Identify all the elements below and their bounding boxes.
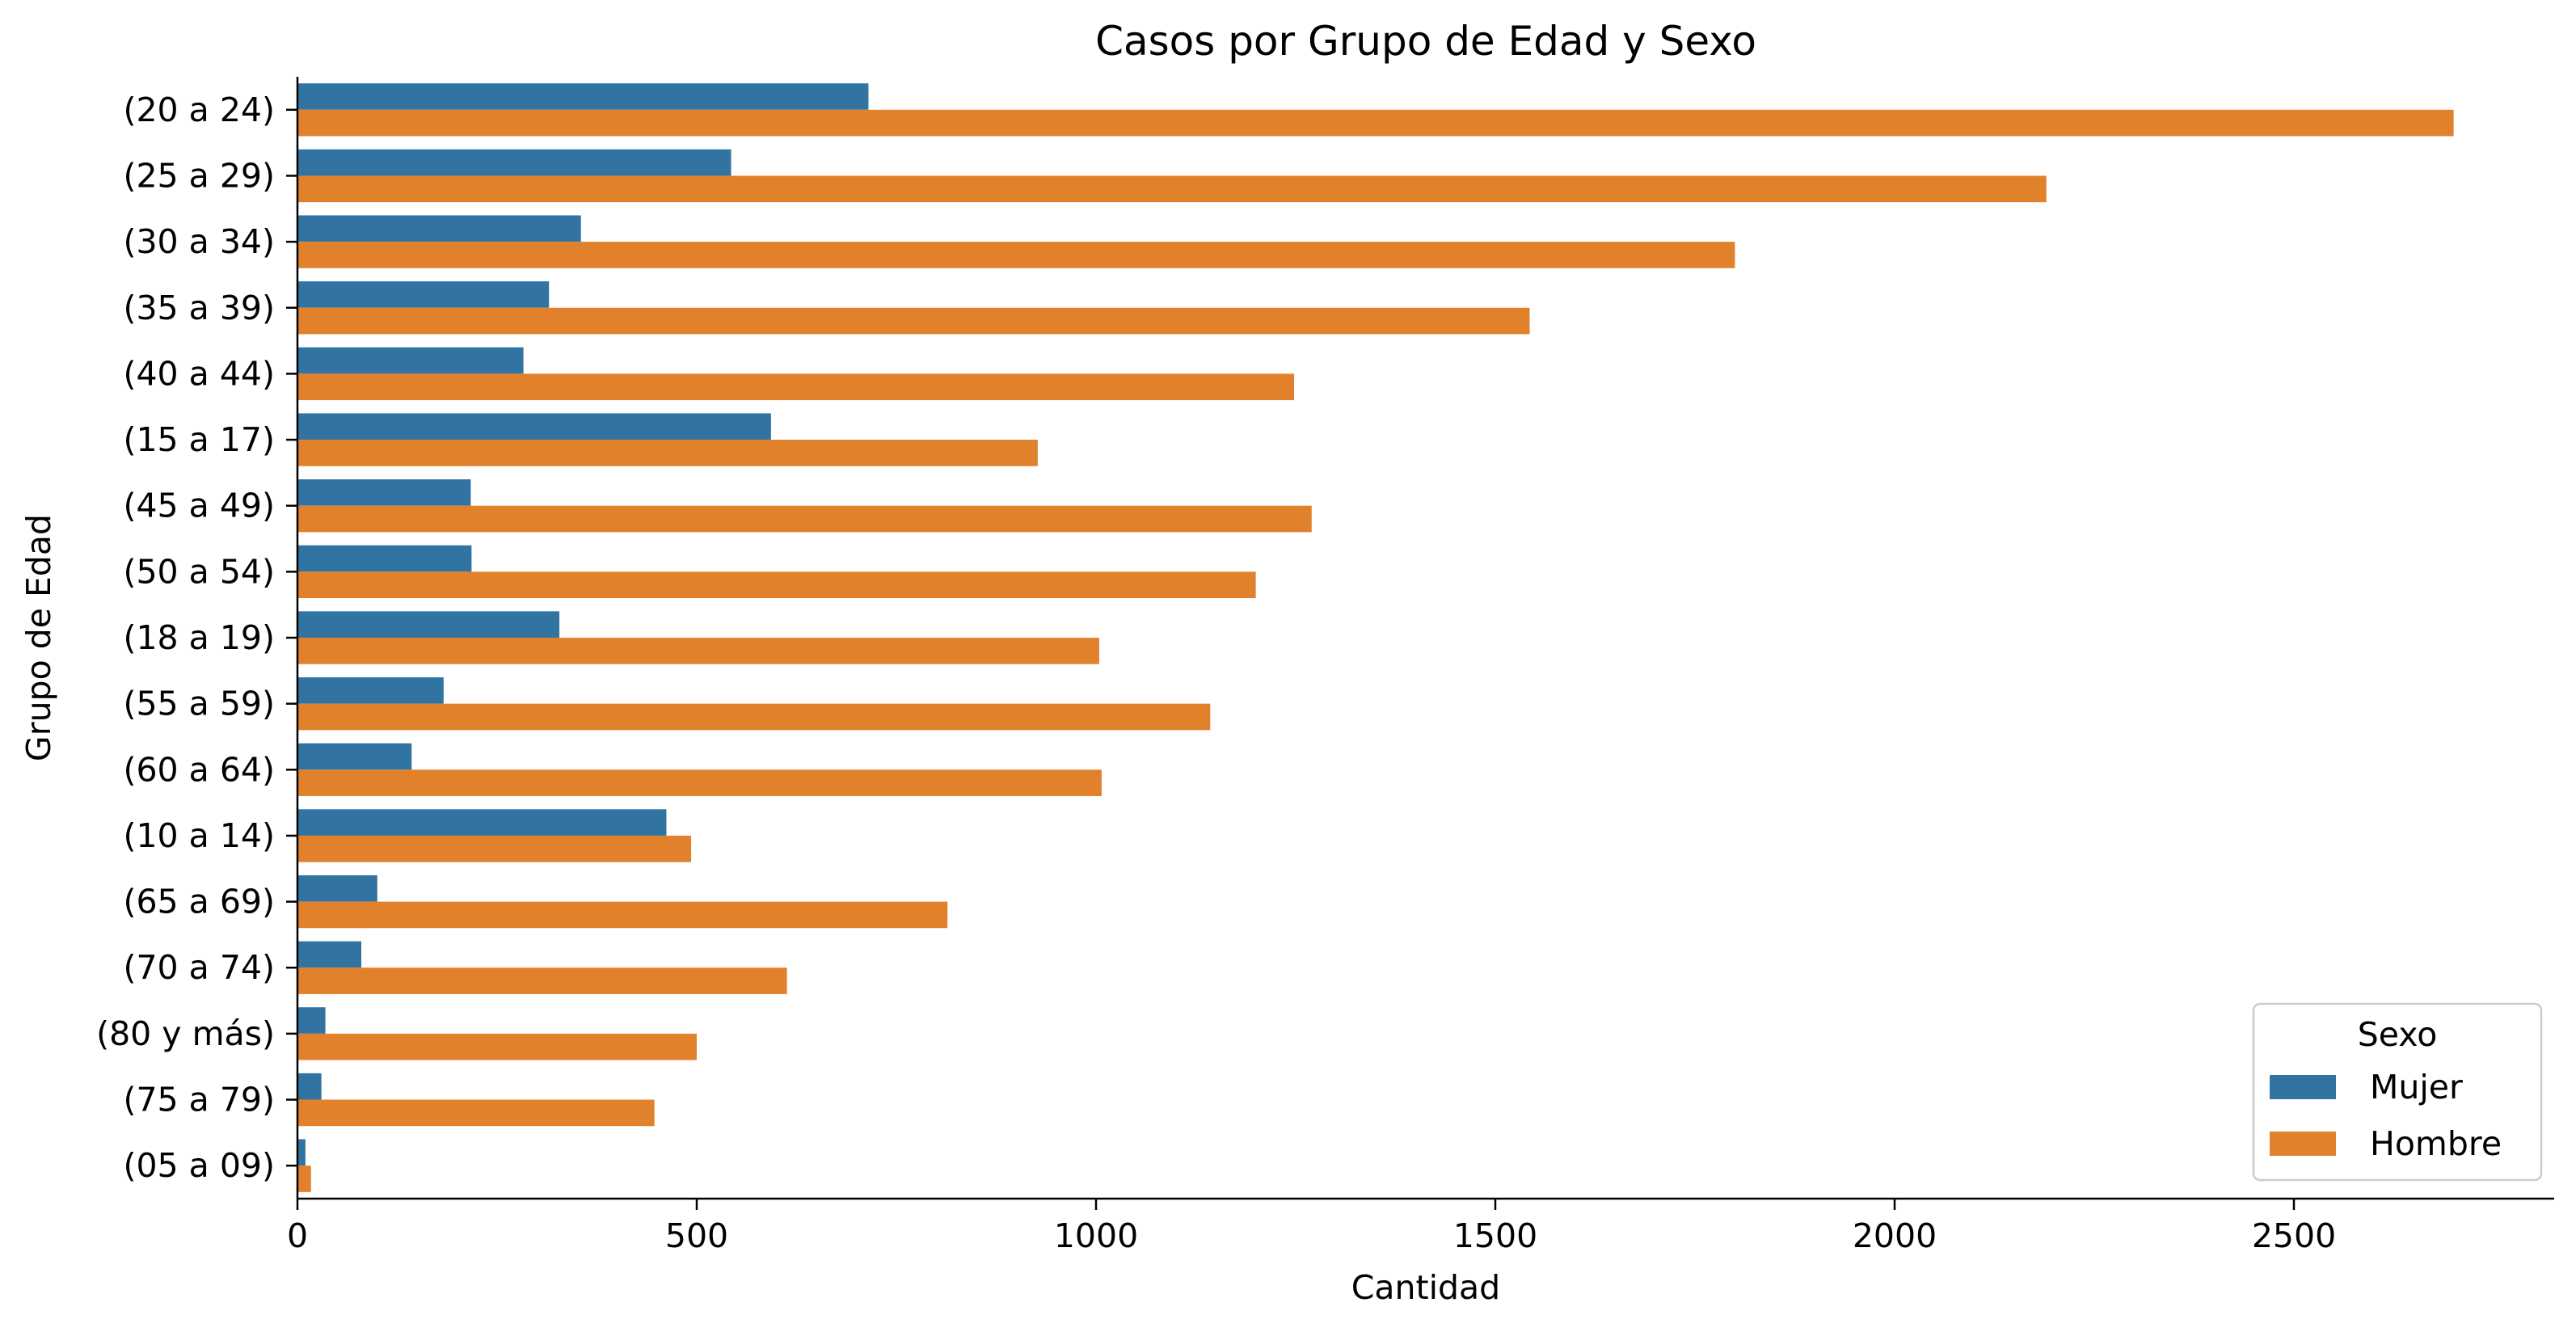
y-tick-label: (18 a 19) [123,618,275,657]
bar-mujer-55-a-59 [297,677,444,704]
y-tick-label: (75 a 79) [123,1081,275,1119]
bar-hombre-30-a-34 [297,242,1735,268]
bar-mujer-25-a-29 [297,149,731,176]
bar-hombre-75-a-79 [297,1099,655,1127]
bar-hombre-25-a-29 [297,175,2047,203]
bar-mujer-05-a-09 [297,1139,306,1166]
chart-title: Casos por Grupo de Edad y Sexo [1095,18,1756,65]
y-tick-label: (40 a 44) [123,354,275,393]
bar-mujer-40-a-44 [297,347,524,374]
y-tick-label: (15 a 17) [123,420,275,459]
y-axis-ticks: (20 a 24) (25 a 29) (30 a 34) (35 a 39) (40 … [96,91,297,1185]
bar-hombre-10-a-14 [297,835,692,862]
legend-label-hombre: Hombre [2370,1124,2502,1163]
bar-hombre-05-a-09 [297,1166,311,1192]
y-tick-label: (65 a 69) [123,883,275,921]
bar-hombre-70-a-74 [297,967,787,994]
bar-hombre-20-a-24 [297,109,2454,137]
y-tick-label: (10 a 14) [123,816,275,855]
bar-hombre-60-a-64 [297,769,1102,796]
bar-mujer-50-a-54 [297,545,472,572]
bar-hombre-35-a-39 [297,307,1530,335]
bar-mujer-70-a-74 [297,941,362,968]
bars-group [297,83,2454,1192]
x-tick-label: 0 [287,1216,308,1255]
bar-hombre-18-a-19 [297,638,1099,664]
y-tick-label: (50 a 54) [123,552,275,591]
y-axis-label: Grupo de Edad [19,514,58,761]
bar-hombre-45-a-49 [297,505,1312,533]
bar-hombre-40-a-44 [297,373,1295,401]
bar-mujer-35-a-39 [297,281,550,308]
y-tick-label: (20 a 24) [123,91,275,129]
y-tick-label: (35 a 39) [123,289,275,327]
bar-hombre-15-a-17 [297,440,1038,466]
y-tick-label: (05 a 09) [123,1146,275,1185]
bar-mujer-60-a-64 [297,743,412,770]
x-tick-label: 1500 [1453,1216,1537,1255]
bar-mujer-75-a-79 [297,1073,322,1100]
bar-mujer-30-a-34 [297,215,581,242]
x-tick-label: 1000 [1054,1216,1138,1255]
bar-hombre-65-a-69 [297,901,948,929]
legend-title: Sexo [2358,1015,2438,1054]
legend-label-mujer: Mujer [2370,1068,2463,1106]
y-tick-label: (55 a 59) [123,685,275,723]
legend-swatch-mujer [2270,1075,2336,1099]
bar-hombre-50-a-54 [297,571,1256,599]
bar-mujer-65-a-69 [297,875,377,902]
y-tick-label: (25 a 29) [123,156,275,195]
y-tick-label: (30 a 34) [123,222,275,261]
x-tick-label: 2500 [2252,1216,2336,1255]
legend: Sexo Mujer Hombre [2252,1002,2543,1182]
y-tick-label: (45 a 49) [123,487,275,525]
y-tick-label: (70 a 74) [123,948,275,987]
y-tick-label: (60 a 64) [123,750,275,789]
bar-mujer-15-a-17 [297,413,771,440]
bar-mujer-45-a-49 [297,479,471,506]
x-axis-label: Cantidad [1351,1268,1500,1307]
bar-mujer-18-a-19 [297,611,560,638]
x-tick-label: 2000 [1853,1216,1937,1255]
bar-hombre-55-a-59 [297,703,1211,731]
bar-mujer-10-a-14 [297,809,667,836]
legend-swatch-hombre [2270,1132,2336,1156]
bar-hombre-80-y-más [297,1033,697,1060]
bar-mujer-20-a-24 [297,83,869,110]
x-axis-ticks: 0 500 1000 1500 2000 2500 [287,1199,2336,1255]
bar-mujer-80-y-más [297,1007,326,1034]
legend-items: Mujer Hombre [2270,1068,2502,1163]
y-tick-label: (80 y más) [96,1014,275,1053]
x-tick-label: 500 [665,1216,728,1255]
